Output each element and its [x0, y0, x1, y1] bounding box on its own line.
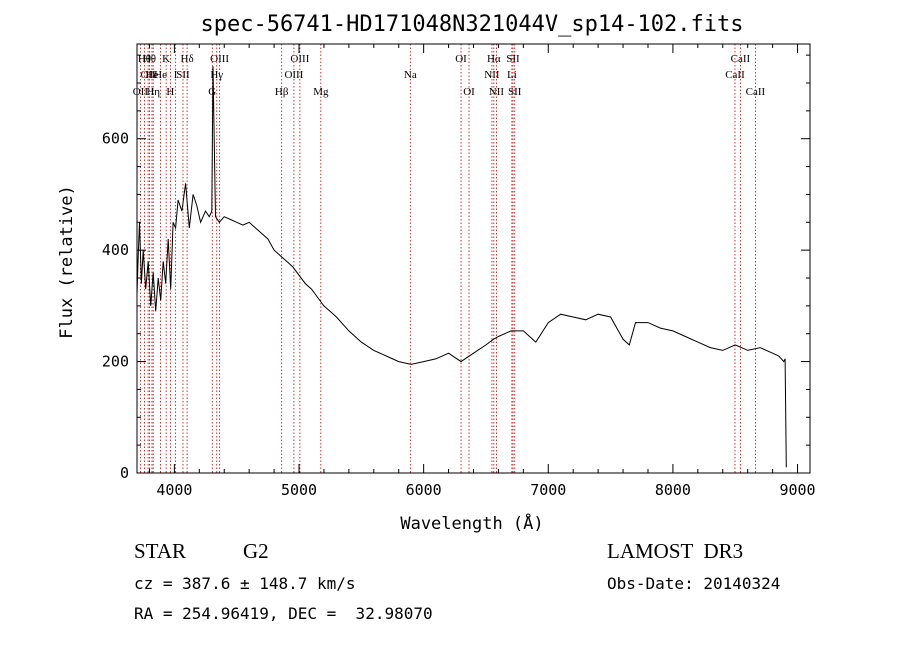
plot-frame [136, 43, 811, 474]
marker-label-29: CaII [731, 53, 751, 65]
object-subclass: G2 [243, 539, 269, 563]
marker-label-18: Mg [313, 86, 329, 98]
marker-label-8: H [166, 86, 174, 98]
marker-label-9: I [174, 69, 178, 81]
y-axis-label: Flux (relative) [57, 185, 77, 339]
marker-label-26: SII [506, 53, 520, 65]
survey-name: LAMOST DR3 [607, 539, 744, 563]
chart-title: spec-56741-HD171048N321044V_sp14-102.fit… [200, 12, 743, 37]
marker-label-20: OI [455, 53, 467, 65]
marker-label-15: Hβ [275, 86, 289, 98]
marker-label-27: SII [508, 86, 522, 98]
marker-label-30: CaII [746, 86, 766, 98]
marker-label-3: Hθ [143, 53, 156, 65]
marker-label-21: OI [463, 86, 475, 98]
marker-label-24: NII [489, 86, 505, 98]
marker-label-11: Hδ [181, 53, 194, 65]
marker-label-25: Li [507, 69, 517, 81]
x-tick-label-7000: 7000 [530, 481, 566, 499]
x-axis-label: Wavelength (Å) [400, 512, 543, 534]
object-class: STAR [134, 539, 186, 563]
marker-label-28: CaII [725, 69, 745, 81]
marker-label-4: He [146, 69, 159, 81]
x-axis-ticks: 4000 5000 6000 7000 8000 9000 [148, 44, 816, 499]
marker-label-2: OII [140, 69, 156, 81]
x-tick-label-9000: 9000 [779, 481, 815, 499]
y-tick-label-200: 200 [102, 353, 129, 371]
spectral-line-labels: OIIHθOIIHθHeHηHeKHISIIHδGHγOIIIHβOIIIOII… [133, 53, 766, 98]
y-axis-ticks: 0 200 400 600 [102, 54, 810, 482]
observation-date: Obs-Date: 20140324 [607, 574, 781, 593]
y-tick-label-600: 600 [102, 130, 129, 148]
x-tick-label-5000: 5000 [281, 481, 317, 499]
y-tick-label-0: 0 [120, 464, 129, 482]
marker-label-7: K [162, 53, 170, 65]
marker-label-17: OIII [290, 53, 309, 65]
marker-label-1: Hθ [138, 53, 151, 65]
x-tick-label-8000: 8000 [655, 481, 691, 499]
marker-label-5: Hη [146, 86, 160, 98]
x-tick-label-4000: 4000 [156, 481, 192, 499]
y-tick-label-400: 400 [102, 241, 129, 259]
marker-label-19: Na [404, 69, 417, 81]
marker-label-6: He [154, 69, 167, 81]
marker-label-22: NII [484, 69, 500, 81]
redshift-cz: cz = 387.6 ± 148.7 km/s [134, 574, 356, 593]
marker-label-13: Hγ [210, 69, 223, 81]
marker-label-10: SII [176, 69, 190, 81]
coordinates: RA = 254.96419, DEC = 32.98070 [134, 604, 433, 623]
spectrum-line [136, 66, 787, 468]
marker-label-16: OIII [284, 69, 303, 81]
x-tick-label-6000: 6000 [406, 481, 442, 499]
marker-label-14: OIII [210, 53, 229, 65]
spectral-line-markers [139, 44, 756, 473]
marker-label-23: Hα [487, 53, 501, 65]
